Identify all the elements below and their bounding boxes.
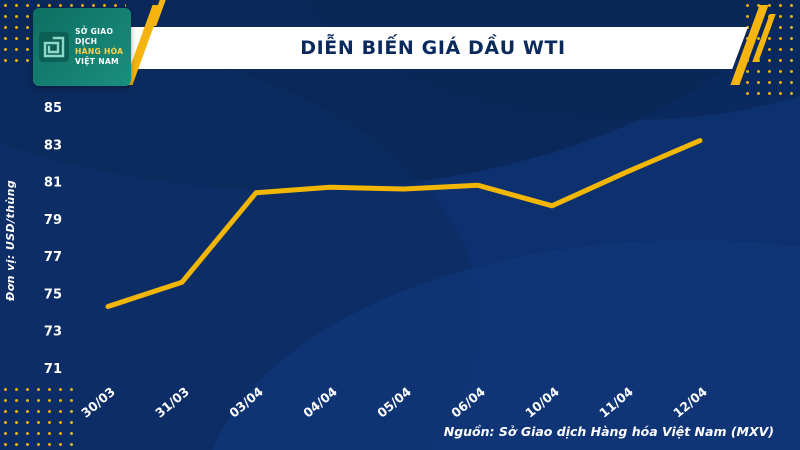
logo-line-3: VIỆT NAM	[75, 56, 119, 66]
mxv-logo-text: SỞ GIAO DỊCH HÀNG HÓA VIỆT NAM	[75, 27, 126, 66]
source-note: Nguồn: Sở Giao dịch Hàng hóa Việt Nam (M…	[443, 424, 774, 439]
mxv-logo: SỞ GIAO DỊCH HÀNG HÓA VIỆT NAM	[33, 8, 131, 86]
mxv-logo-icon	[39, 32, 69, 62]
page-title: DIỄN BIẾN GIÁ DẦU WTI	[300, 37, 566, 59]
logo-line-2: HÀNG HÓA	[75, 47, 124, 56]
title-banner: DIỄN BIẾN GIÁ DẦU WTI	[118, 27, 748, 69]
dots-pattern-bottom-left	[0, 384, 74, 450]
y-axis-label: Đơn vị: USD/thùng	[4, 179, 17, 301]
logo-line-1: SỞ GIAO DỊCH	[75, 27, 114, 47]
